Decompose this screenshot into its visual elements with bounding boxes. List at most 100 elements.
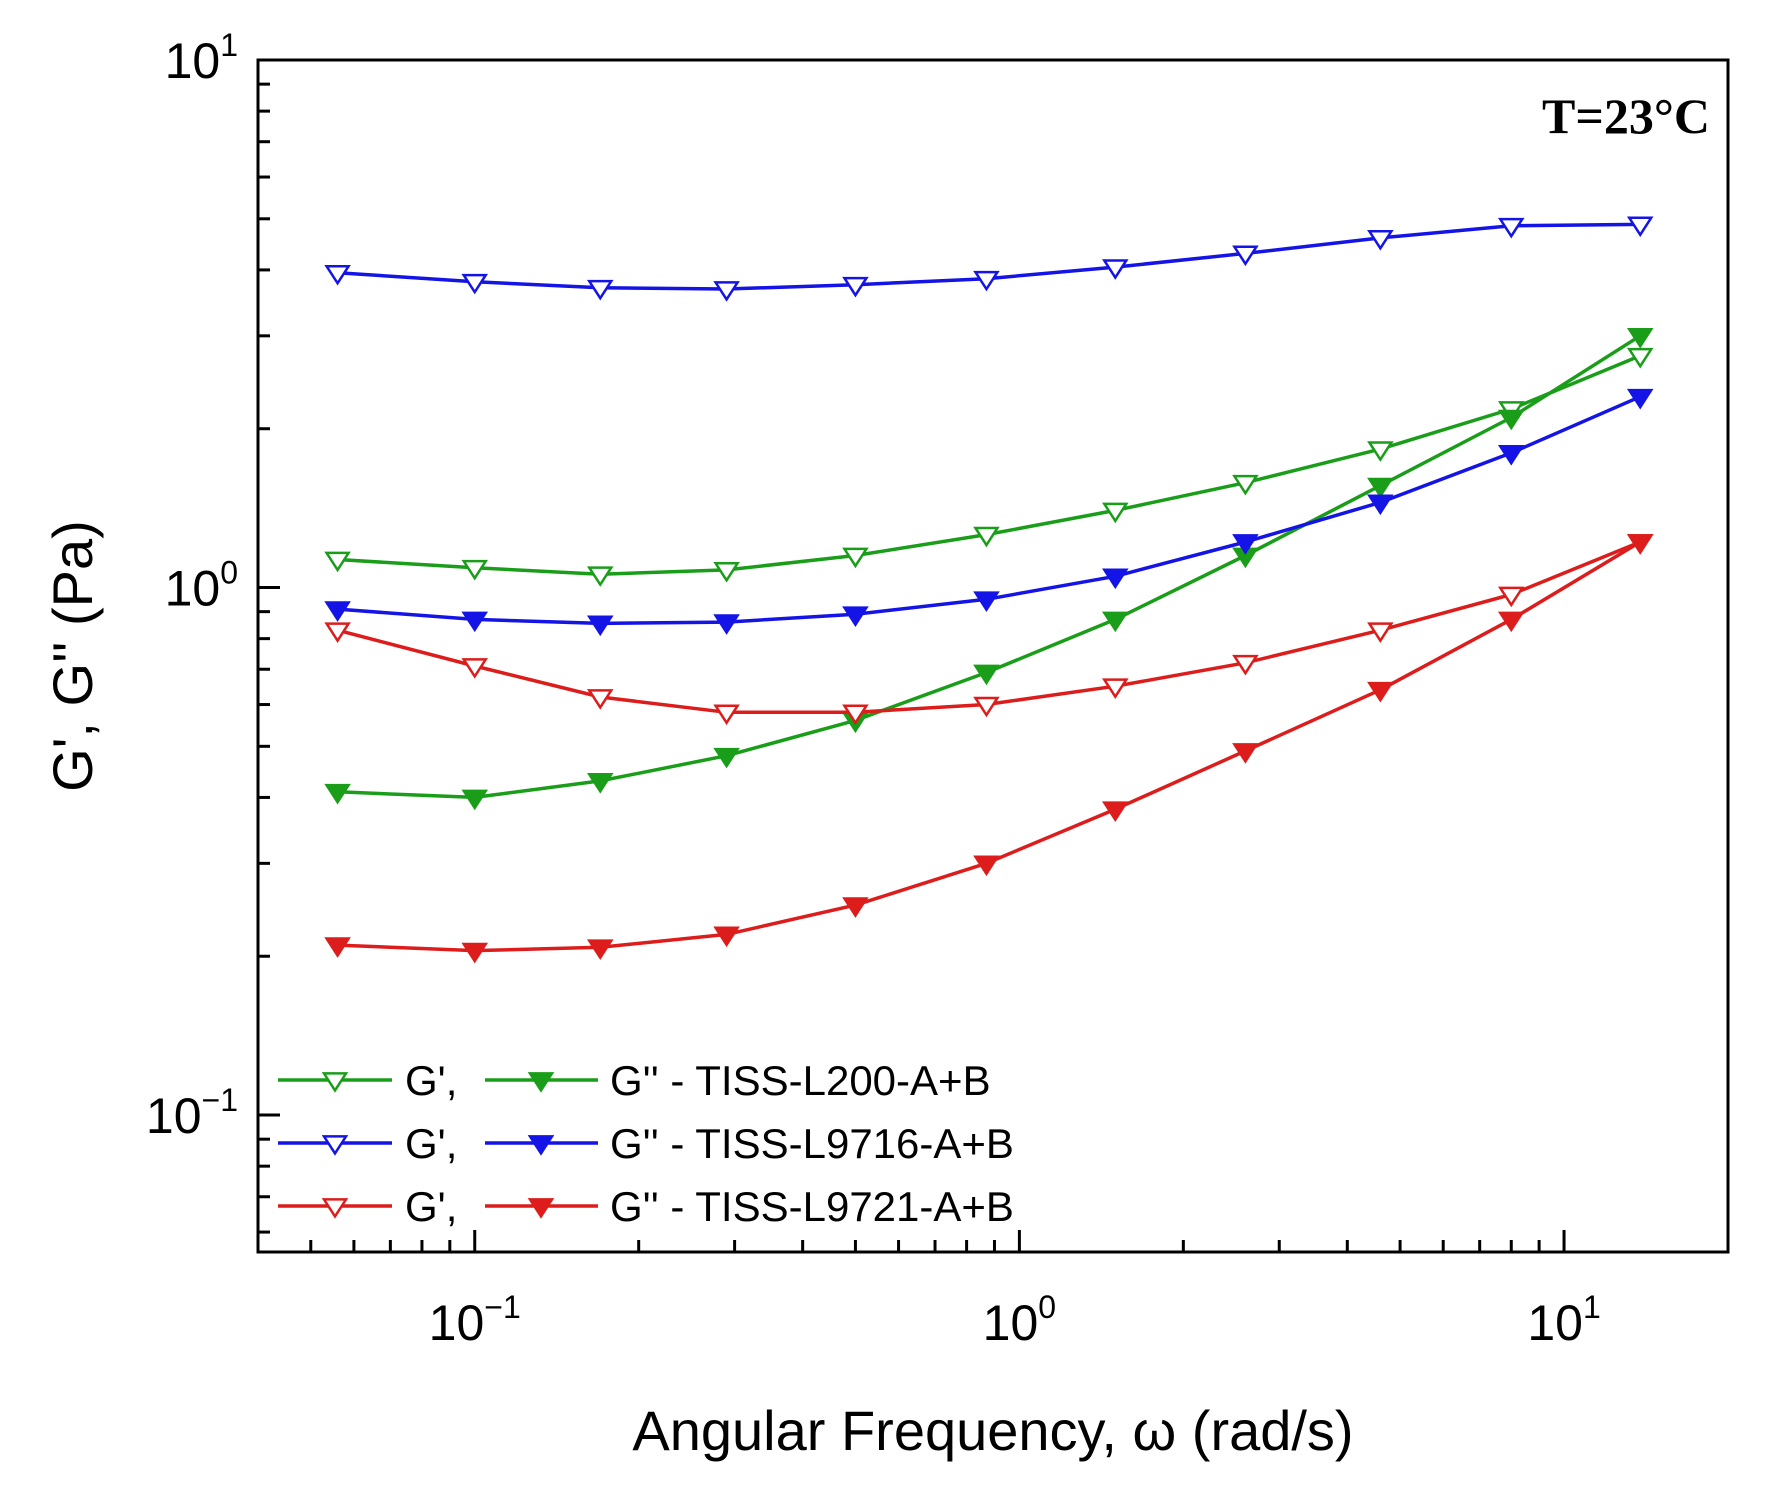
data-point: [461, 611, 489, 633]
data-point: [1367, 494, 1394, 516]
data-point: [973, 591, 1000, 613]
data-point: [1232, 534, 1259, 555]
data-point: [842, 704, 869, 726]
data-point: [324, 783, 351, 805]
y-tick-label: 101: [165, 27, 238, 89]
legend-marker-open: [321, 1135, 349, 1156]
x-axis-title: Angular Frequency, ω (rad/s): [632, 1399, 1353, 1462]
data-point: [324, 601, 351, 622]
y-axis-ticks: [258, 58, 280, 1234]
series-4: [324, 534, 1654, 726]
data-point: [1497, 445, 1525, 466]
data-point: [461, 559, 489, 581]
x-tick-label: 100: [983, 1289, 1056, 1351]
data-point: [1497, 409, 1525, 431]
data-point: [842, 897, 869, 918]
data-point: [461, 789, 489, 811]
data-point: [461, 658, 489, 679]
series-0: [324, 347, 1654, 587]
plot-frame: [256, 58, 1730, 1254]
series-1: [324, 327, 1654, 811]
data-point: [973, 526, 1000, 548]
data-point: [1626, 388, 1654, 410]
data-point: [973, 664, 1000, 686]
x-axis-ticks: [256, 1230, 1730, 1252]
data-point: [461, 273, 489, 295]
data-point: [1626, 534, 1654, 555]
legend-entry: G', G'' - TISS-L200-A+B: [278, 1057, 991, 1104]
legend-marker-filled: [527, 1198, 555, 1219]
data-point: [842, 276, 869, 298]
series-line: [337, 540, 1641, 715]
data-point: [713, 704, 740, 726]
data-point: [324, 937, 351, 958]
x-tick-label: 101: [1527, 1289, 1600, 1351]
data-point: [1367, 681, 1394, 703]
data-point: [842, 606, 869, 627]
data-point: [324, 551, 351, 573]
data-point: [1367, 441, 1394, 462]
data-point: [1102, 502, 1129, 524]
y-axis-title: G', G'' (Pa): [41, 520, 104, 792]
data-point: [1497, 217, 1525, 239]
data-point: [324, 264, 351, 286]
data-point: [713, 926, 740, 948]
data-point: [586, 279, 614, 301]
data-point: [461, 942, 489, 964]
legend-label-gdoubleprime: G'' - TISS-L200-A+B: [610, 1057, 991, 1104]
data-point: [973, 855, 1000, 877]
series-3: [324, 388, 1654, 637]
data-point: [1626, 216, 1654, 238]
data-point: [1497, 586, 1525, 608]
data-point: [1102, 259, 1129, 280]
data-point: [1232, 245, 1259, 267]
data-point: [586, 615, 614, 637]
data-point: [713, 281, 740, 302]
data-point: [1367, 622, 1394, 643]
data-point: [586, 773, 614, 794]
x-tick-label: 10−1: [429, 1289, 521, 1351]
y-axis-tick-labels: 10−1 100 101: [146, 27, 238, 1144]
legend-label-gprime: G',: [405, 1183, 457, 1230]
data-point: [1102, 611, 1129, 633]
data-point: [1497, 611, 1525, 633]
series-2: [324, 216, 1654, 302]
data-point: [586, 566, 614, 587]
data-point: [1232, 743, 1259, 764]
y-tick-label: 100: [165, 555, 238, 617]
y-tick-label: 10−1: [146, 1082, 238, 1144]
data-point: [1367, 477, 1394, 499]
series-line: [337, 334, 1642, 800]
legend-label-gdoubleprime: G'' - TISS-L9716-A+B: [610, 1120, 1014, 1167]
legend-entry: G', G'' - TISS-L9716-A+B: [278, 1120, 1014, 1167]
legend-marker-open: [321, 1072, 349, 1093]
data-point: [842, 547, 869, 569]
data-point: [586, 939, 614, 961]
data-point: [324, 622, 351, 643]
legend: G', G'' - TISS-L200-A+B G', G'' - TISS-L971…: [278, 1057, 1014, 1230]
legend-marker-open: [321, 1198, 349, 1219]
data-point: [713, 747, 740, 769]
data-point: [1232, 654, 1259, 676]
data-point: [1232, 474, 1259, 496]
series-layer: [324, 216, 1654, 964]
data-point: [713, 562, 740, 583]
data-point: [713, 614, 740, 635]
data-point: [1102, 678, 1129, 699]
data-point: [1102, 568, 1129, 590]
data-point: [1626, 327, 1654, 349]
data-point: [1102, 801, 1129, 822]
legend-marker-filled: [527, 1072, 555, 1093]
x-axis-tick-labels: 10−1 100 101: [429, 1289, 1601, 1351]
data-point: [1367, 230, 1394, 251]
data-point: [1626, 347, 1654, 369]
data-point: [973, 696, 1000, 718]
temperature-annotation: T=23°C: [1542, 88, 1710, 144]
legend-entry: G', G'' - TISS-L9721-A+B: [278, 1183, 1014, 1230]
legend-marker-filled: [527, 1135, 555, 1156]
legend-label-gprime: G',: [405, 1120, 457, 1167]
data-point: [973, 270, 1000, 292]
legend-label-gprime: G',: [405, 1057, 457, 1104]
series-5: [324, 534, 1654, 964]
